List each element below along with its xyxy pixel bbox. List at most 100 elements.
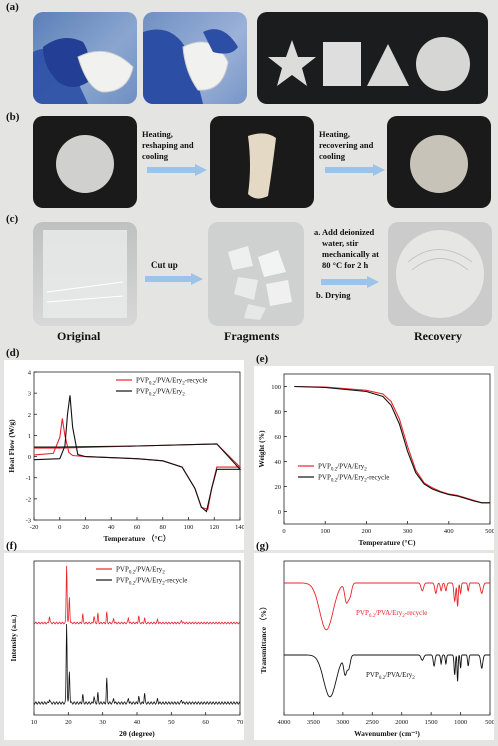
x-tick-label: 100 bbox=[184, 524, 194, 531]
legend-label: PVP0.2/PVA/Ery2 bbox=[318, 463, 367, 473]
x-tick-label: 20 bbox=[82, 524, 89, 531]
y-tick-label: -2 bbox=[26, 496, 31, 503]
panel-label-f: (f) bbox=[6, 540, 17, 552]
x-tick-label: 3500 bbox=[307, 719, 320, 726]
y-tick-label: 0 bbox=[278, 509, 281, 516]
x-axis-label: 2θ (degree) bbox=[119, 729, 155, 738]
x-tick-label: 40 bbox=[108, 524, 115, 531]
y-tick-label: 1 bbox=[28, 433, 31, 440]
plot-frame bbox=[283, 560, 491, 716]
plot-frame bbox=[283, 373, 491, 525]
x-tick-label: 70 bbox=[237, 719, 244, 726]
y-axis-label: Heat Flow (W/g) bbox=[7, 419, 16, 473]
x-tick-label: 400 bbox=[444, 528, 454, 535]
x-tick-label: 1500 bbox=[425, 719, 438, 726]
legend-label: PVP0.2/PVA/Ery2-recycle bbox=[136, 377, 207, 387]
x-tick-label: 3000 bbox=[336, 719, 349, 726]
x-tick-label: 20 bbox=[65, 719, 72, 726]
x-tick-label: 60 bbox=[134, 524, 141, 531]
photo-fragments bbox=[208, 222, 304, 326]
x-tick-label: 50 bbox=[168, 719, 175, 726]
x-tick-label: 2500 bbox=[366, 719, 379, 726]
x-tick-label: 0 bbox=[58, 524, 61, 531]
x-axis-label: Temperature (°C) bbox=[359, 538, 416, 547]
arrow-step-2 bbox=[325, 164, 385, 176]
photo-gloved-hand-folding bbox=[33, 12, 137, 104]
arrow-step-1 bbox=[147, 164, 207, 176]
x-tick-label: 500 bbox=[485, 719, 494, 726]
step-text-cut: Cut up bbox=[151, 260, 178, 270]
photo-reshaped-strip bbox=[210, 116, 314, 208]
legend-label: PVP0.2/PVA/Ery2 bbox=[136, 388, 185, 398]
panel-label-b: (b) bbox=[6, 111, 20, 123]
photo-original-film bbox=[33, 222, 137, 326]
ftir-chart: 4000 3500 3000 2500 2000 1500 1000 500 Wavenumbe… bbox=[254, 553, 494, 740]
series-line-original bbox=[33, 395, 242, 513]
arrow-cut bbox=[145, 273, 203, 285]
series-line-recycle bbox=[284, 582, 490, 631]
legend-label: PVP0.2/PVA/Ery2 bbox=[116, 566, 165, 576]
legend-label: PVP0.2/PVA/Ery2-recycle bbox=[318, 474, 389, 484]
photo-cut-shapes bbox=[257, 12, 488, 104]
y-axis-label: Transmittance （%） bbox=[258, 603, 268, 674]
photo-recovered-film bbox=[388, 222, 492, 326]
x-tick-label: -20 bbox=[30, 524, 39, 531]
arrow-dissolve bbox=[321, 276, 379, 288]
x-tick-label: 500 bbox=[485, 528, 494, 535]
y-axis-label: Weight (%) bbox=[257, 430, 266, 468]
series-line-recycle bbox=[294, 385, 490, 504]
x-tick-label: 2000 bbox=[395, 719, 408, 726]
panel-label-g: (g) bbox=[256, 540, 269, 552]
caption-recovery: Recovery bbox=[414, 329, 462, 343]
series-label-recycle: PVP0.2/PVA/Ery2-recycle bbox=[356, 609, 427, 619]
caption-fragments: Fragments bbox=[224, 329, 280, 343]
photo-gloved-hand-rolling bbox=[143, 12, 247, 104]
shapes-illustration bbox=[268, 37, 470, 91]
x-tick-label: 1000 bbox=[454, 719, 467, 726]
y-tick-label: 3 bbox=[28, 391, 31, 398]
hand-rolling-illustration bbox=[143, 29, 238, 104]
y-tick-label: 80 bbox=[275, 409, 282, 416]
y-tick-label: -1 bbox=[26, 475, 31, 482]
photo-original-disc bbox=[33, 116, 137, 208]
x-tick-label: 140 bbox=[235, 524, 244, 531]
y-tick-label: 60 bbox=[275, 434, 282, 441]
x-tick-label: 300 bbox=[403, 528, 413, 535]
series-line-original bbox=[33, 565, 240, 625]
y-axis-label: Intensity (a.u.) bbox=[9, 614, 18, 661]
x-tick-label: 120 bbox=[209, 524, 219, 531]
legend-label: PVP0.2/PVA/Ery2-recycle bbox=[116, 577, 187, 587]
x-tick-label: 80 bbox=[160, 524, 167, 531]
panel-label-e: (e) bbox=[256, 353, 269, 365]
y-tick-label: 40 bbox=[275, 459, 282, 466]
step-text-dissolve: a. Add deionized water, stir mechanically … bbox=[314, 227, 379, 270]
step-text-reshape: Heating, reshaping and cooling bbox=[142, 129, 194, 161]
panel-label-d: (d) bbox=[6, 347, 20, 359]
y-tick-label: 20 bbox=[275, 484, 282, 491]
x-tick-label: 60 bbox=[202, 719, 209, 726]
panel-label-a: (a) bbox=[6, 1, 19, 13]
series-line-original bbox=[294, 385, 490, 504]
caption-original: Original bbox=[57, 329, 101, 343]
y-tick-label: -3 bbox=[26, 518, 31, 525]
x-tick-label: 4000 bbox=[278, 719, 291, 726]
x-tick-label: 0 bbox=[282, 528, 285, 535]
x-tick-label: 100 bbox=[320, 528, 330, 535]
series-line-recycle bbox=[33, 623, 241, 705]
step-text-drying: b. Drying bbox=[316, 290, 351, 300]
hand-folding-illustration bbox=[33, 38, 134, 104]
series-line-recycle bbox=[33, 418, 242, 511]
x-tick-label: 10 bbox=[31, 719, 38, 726]
x-tick-label: 30 bbox=[99, 719, 106, 726]
x-tick-label: 40 bbox=[134, 719, 141, 726]
x-tick-label: 200 bbox=[362, 528, 372, 535]
step-text-recover: Heating, recovering and cooling bbox=[319, 129, 374, 161]
y-tick-label: 2 bbox=[28, 412, 31, 419]
x-axis-label: Wavenumber (cm⁻¹) bbox=[354, 729, 420, 738]
series-line-original bbox=[284, 654, 490, 698]
y-tick-label: 100 bbox=[271, 384, 281, 391]
y-tick-label: 4 bbox=[28, 370, 32, 377]
y-tick-label: 0 bbox=[28, 454, 31, 461]
